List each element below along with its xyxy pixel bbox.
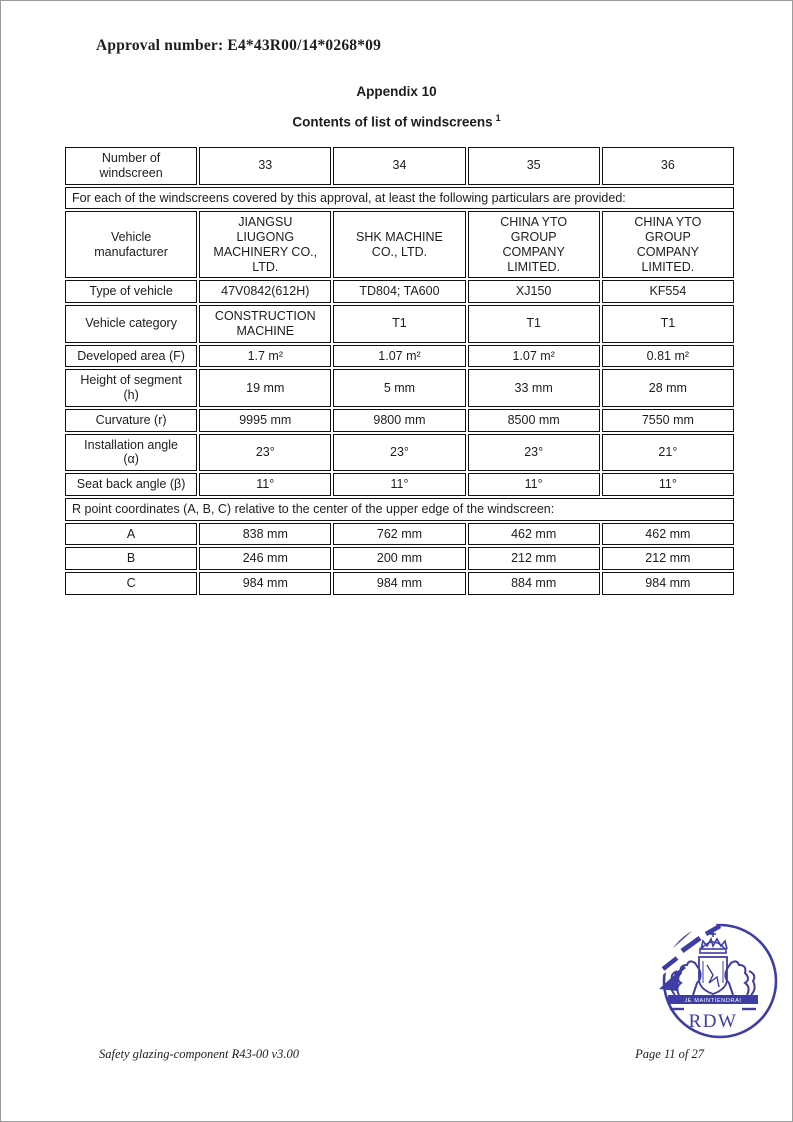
windscreen-number-cell: 34 [333,147,466,185]
shield-icon [698,956,728,995]
table-cell: 21° [601,433,734,471]
table-row: Curvature (r) 9995 mm 9800 mm 8500 mm 75… [65,408,734,432]
table-cell: 5 mm [333,369,466,407]
table-cell: T1 [467,305,600,343]
table-cell: 1.07 m² [467,344,600,368]
lion-left-icon [670,960,702,996]
table-cell: SHK MACHINE CO., LTD. [333,211,466,279]
rdw-stamp: JE MAINTIENDRAI RDW [648,916,793,1047]
table-cell: 33 mm [467,369,600,407]
row-label: Height of segment (h) [65,369,198,407]
table-row: Height of segment (h) 19 mm 5 mm 33 mm 2… [65,369,734,407]
table-cell: 984 mm [601,572,734,595]
table-row: Vehicle category CONSTRUCTION MACHINE T1… [65,305,734,343]
motto-text: JE MAINTIENDRAI [684,998,741,1004]
table-cell: 23° [467,433,600,471]
table-cell: 11° [333,473,466,496]
table-cell: T1 [601,305,734,343]
table-cell: 212 mm [601,547,734,570]
table-header-row: Number of windscreen 33 34 35 36 [65,147,734,185]
lion-right-icon [724,960,756,996]
table-cell: KF554 [601,280,734,303]
windscreen-number-cell: 33 [199,147,332,185]
appendix-heading: Appendix 10 [356,84,437,99]
table-cell: 11° [199,473,332,496]
table-cell: 1.07 m² [333,344,466,368]
table-row: Developed area (F) 1.7 m² 1.07 m² 1.07 m… [65,344,734,368]
table-cell: 9800 mm [333,408,466,432]
table-cell: 0.81 m² [601,344,734,368]
table-cell: 23° [333,433,466,471]
table-cell: 838 mm [199,522,332,546]
rdw-wordmark: RDW [689,1011,738,1032]
row-label: C [65,572,198,595]
table-cell: 28 mm [601,369,734,407]
table-cell: 984 mm [199,572,332,595]
page-title: Contents of list of windscreens 1 [1,113,792,130]
table-cell: 884 mm [467,572,600,595]
table-cell: 47V0842(612H) [199,280,332,303]
table-row: Seat back angle (β) 11° 11° 11° 11° [65,473,734,496]
windscreen-number-cell: 35 [467,147,600,185]
table-cell: JIANGSU LIUGONG MACHINERY CO., LTD. [199,211,332,279]
windscreen-table: Number of windscreen 33 34 35 36 For eac… [63,145,736,597]
table-cell: 7550 mm [601,408,734,432]
table-cell: 23° [199,433,332,471]
table-row: Vehicle manufacturer JIANGSU LIUGONG MAC… [65,211,734,279]
table-cell: 462 mm [467,522,600,546]
table-cell: 11° [467,473,600,496]
crown-icon [699,931,728,954]
table-cell: 212 mm [467,547,600,570]
table-row: C 984 mm 984 mm 884 mm 984 mm [65,572,734,595]
windscreen-number-cell: 36 [601,147,734,185]
row-label: Vehicle manufacturer [65,211,198,279]
approval-number: Approval number: E4*43R00/14*0268*09 [96,37,382,54]
approval-note-cell: For each of the windscreens covered by t… [65,186,734,210]
row-label: A [65,522,198,546]
table-cell: CONSTRUCTION MACHINE [199,305,332,343]
note-row: R point coordinates (A, B, C) relative t… [65,497,734,521]
rdw-stamp-seal-icon: JE MAINTIENDRAI RDW [648,916,778,1039]
table-cell: T1 [333,305,466,343]
footer-page-number: Page 11 of 27 [635,1047,704,1061]
table-cell: 11° [601,473,734,496]
table-cell: CHINA YTO GROUP COMPANY LIMITED. [601,211,734,279]
table-row: A 838 mm 762 mm 462 mm 462 mm [65,522,734,546]
row-label: Vehicle category [65,305,198,343]
corner-label-cell: Number of windscreen [65,147,198,185]
table-row: Type of vehicle 47V0842(612H) TD804; TA6… [65,280,734,303]
page-title-text: Contents of list of windscreens [292,114,493,130]
row-label: Developed area (F) [65,344,198,368]
footer-document-version: Safety glazing-component R43-00 v3.00 [99,1047,299,1061]
table-cell: 246 mm [199,547,332,570]
table-cell: CHINA YTO GROUP COMPANY LIMITED. [467,211,600,279]
table-cell: 8500 mm [467,408,600,432]
row-label: Type of vehicle [65,280,198,303]
table-cell: 762 mm [333,522,466,546]
note-row: For each of the windscreens covered by t… [65,186,734,210]
title-footnote-ref: 1 [495,113,501,123]
table-cell: 9995 mm [199,408,332,432]
row-label: Seat back angle (β) [65,473,198,496]
table-row: Installation angle (α) 23° 23° 23° 21° [65,433,734,471]
r-point-note-cell: R point coordinates (A, B, C) relative t… [65,497,734,521]
table-cell: TD804; TA600 [333,280,466,303]
table-cell: 19 mm [199,369,332,407]
row-label: Installation angle (α) [65,433,198,471]
table-cell: 984 mm [333,572,466,595]
table-row: B 246 mm 200 mm 212 mm 212 mm [65,547,734,570]
table-cell: 200 mm [333,547,466,570]
table-cell: XJ150 [467,280,600,303]
motto-banner: JE MAINTIENDRAI [668,995,758,1011]
table-cell: 462 mm [601,522,734,546]
row-label: B [65,547,198,570]
row-label: Curvature (r) [65,408,198,432]
table-cell: 1.7 m² [199,344,332,368]
